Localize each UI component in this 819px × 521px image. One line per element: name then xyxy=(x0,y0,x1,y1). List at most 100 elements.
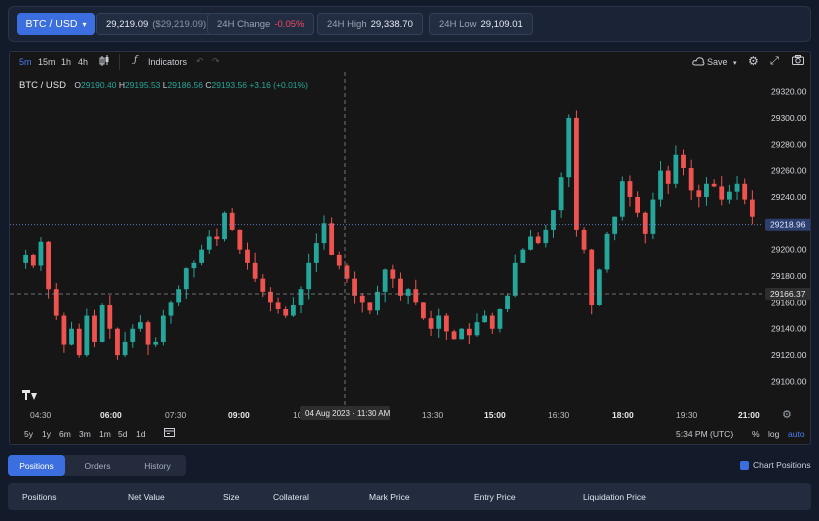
candle-up xyxy=(160,315,166,342)
crosshair-time-tag-bg xyxy=(300,406,390,420)
candle-up xyxy=(497,308,503,329)
candle-down xyxy=(46,241,51,290)
candle-down xyxy=(145,322,151,345)
percent-scale-toggle[interactable]: % xyxy=(752,429,760,439)
interval-15m[interactable]: 15m xyxy=(38,57,56,67)
axis-settings-gear-icon[interactable]: ⚙ xyxy=(782,408,792,421)
crosshair-price-tag-bg xyxy=(765,287,810,300)
candle-up xyxy=(727,191,732,200)
y-tick-label: 29100.00 xyxy=(771,376,807,386)
candle-down xyxy=(749,199,755,217)
cloud-icon xyxy=(692,57,705,68)
candle-down xyxy=(245,249,250,263)
candle-down xyxy=(30,254,36,266)
candle-down xyxy=(688,167,694,191)
interval-5m[interactable]: 5m xyxy=(19,57,32,67)
candle-up xyxy=(99,305,105,342)
candle-up xyxy=(38,241,44,266)
chart-positions-label: Chart Positions xyxy=(753,460,811,470)
candle-down xyxy=(252,262,258,279)
candle-up xyxy=(153,341,159,345)
indicators-button[interactable]: Indicators xyxy=(148,57,188,67)
redo-icon[interactable]: ↷ xyxy=(212,56,220,66)
candle-up xyxy=(206,236,212,250)
pair-selector-button[interactable]: BTC / USD ▾ xyxy=(17,13,95,35)
ohlc-legend: BTC / USD O29190.40 H29195.53 L29186.56 … xyxy=(19,80,308,91)
chart-clock: 5:34 PM (UTC) xyxy=(676,429,734,439)
col-collateral: Collateral xyxy=(273,492,309,502)
price-axis xyxy=(762,72,810,414)
y-tick-label: 29180.00 xyxy=(771,271,807,281)
legend-close-label: C xyxy=(205,80,212,90)
legend-open-label: O xyxy=(74,80,81,90)
candle-up xyxy=(436,315,442,329)
x-tick-label: 07:30 xyxy=(165,410,187,420)
crosshair-time-tag: 04 Aug 2023 · 11:30 AM xyxy=(305,409,391,418)
range-1d[interactable]: 1d xyxy=(136,429,146,439)
fullscreen-icon[interactable]: ⤢ xyxy=(770,55,779,67)
last-price-tag: 29218.96 xyxy=(770,220,806,230)
candle-down xyxy=(535,236,541,244)
chart-positions-checkbox[interactable] xyxy=(740,460,749,470)
candle-type-icon[interactable] xyxy=(99,55,109,69)
candle-down xyxy=(589,249,595,306)
toolbar-divider xyxy=(119,54,120,70)
candle-down xyxy=(421,302,426,319)
last-price-tag-bg xyxy=(765,218,810,231)
candle-up xyxy=(558,177,564,211)
price-chart[interactable]: 29320.00 29300.00 29280.00 29260.00 29240.00… xyxy=(9,51,811,445)
tv-logo-icon xyxy=(22,390,37,400)
chart-positions-toggle[interactable]: Chart Positions xyxy=(740,460,811,470)
range-5d[interactable]: 5d xyxy=(118,429,128,439)
camera-icon[interactable] xyxy=(792,55,804,67)
goto-date-icon[interactable] xyxy=(164,427,175,439)
candle-up xyxy=(619,181,625,217)
legend-open: 29190.40 xyxy=(80,80,117,90)
log-scale-toggle[interactable]: log xyxy=(768,429,780,439)
change-label: 24H Change xyxy=(217,18,271,30)
interval-1h[interactable]: 1h xyxy=(61,57,72,67)
candle-up xyxy=(176,289,182,303)
candle-down xyxy=(711,183,717,187)
auto-scale-toggle[interactable]: auto xyxy=(788,429,805,439)
candle-up xyxy=(520,249,526,263)
x-tick-label: 21:00 xyxy=(738,410,760,420)
interval-4h[interactable]: 4h xyxy=(78,57,89,67)
settings-gear-icon[interactable]: ⚙ xyxy=(748,54,759,68)
range-1m[interactable]: 1m xyxy=(99,429,111,439)
high-value: 29,338.70 xyxy=(370,18,413,30)
range-5y[interactable]: 5y xyxy=(24,429,33,439)
range-1y[interactable]: 1y xyxy=(42,429,51,439)
y-tick-label: 29140.00 xyxy=(771,324,807,334)
candle-down xyxy=(329,223,335,255)
candle-down xyxy=(115,328,120,356)
undo-icon[interactable]: ↶ xyxy=(196,56,204,66)
candle-down xyxy=(451,331,457,340)
candle-up xyxy=(673,154,679,184)
low-pill: 24H Low 29,109.01 xyxy=(429,13,533,35)
candlestick-plot[interactable]: 29320.00 29300.00 29280.00 29260.00 29240.00… xyxy=(10,52,811,445)
save-menu-chevron-icon[interactable]: ▾ xyxy=(733,60,737,67)
candle-up xyxy=(199,249,204,263)
range-6m[interactable]: 6m xyxy=(59,429,71,439)
candle-up xyxy=(551,210,556,230)
candle-down xyxy=(344,265,350,279)
candle-down xyxy=(107,305,113,329)
positions-table-header: Positions Net Value Size Collateral Mark… xyxy=(8,483,811,510)
tab-positions[interactable]: Positions xyxy=(8,455,65,476)
candle-up xyxy=(168,302,174,316)
tab-history[interactable]: History xyxy=(144,460,171,471)
last-price: 29,219.09 xyxy=(106,18,149,30)
candle-up xyxy=(512,262,518,296)
positions-tab-bar: Positions Orders History xyxy=(8,455,186,476)
range-3m[interactable]: 3m xyxy=(79,429,91,439)
candle-down xyxy=(367,302,373,311)
y-tick-label: 29260.00 xyxy=(771,166,807,176)
save-button[interactable]: Save xyxy=(707,57,728,67)
tab-orders[interactable]: Orders xyxy=(84,460,111,471)
x-tick-label: 18:00 xyxy=(612,410,634,420)
fx-icon[interactable]: ƒ xyxy=(134,55,138,65)
market-stats-bar: BTC / USD ▾ 29,219.09 ($29,219.09) 24H C… xyxy=(8,6,811,42)
candle-up xyxy=(290,305,296,316)
candle-up xyxy=(596,269,602,306)
